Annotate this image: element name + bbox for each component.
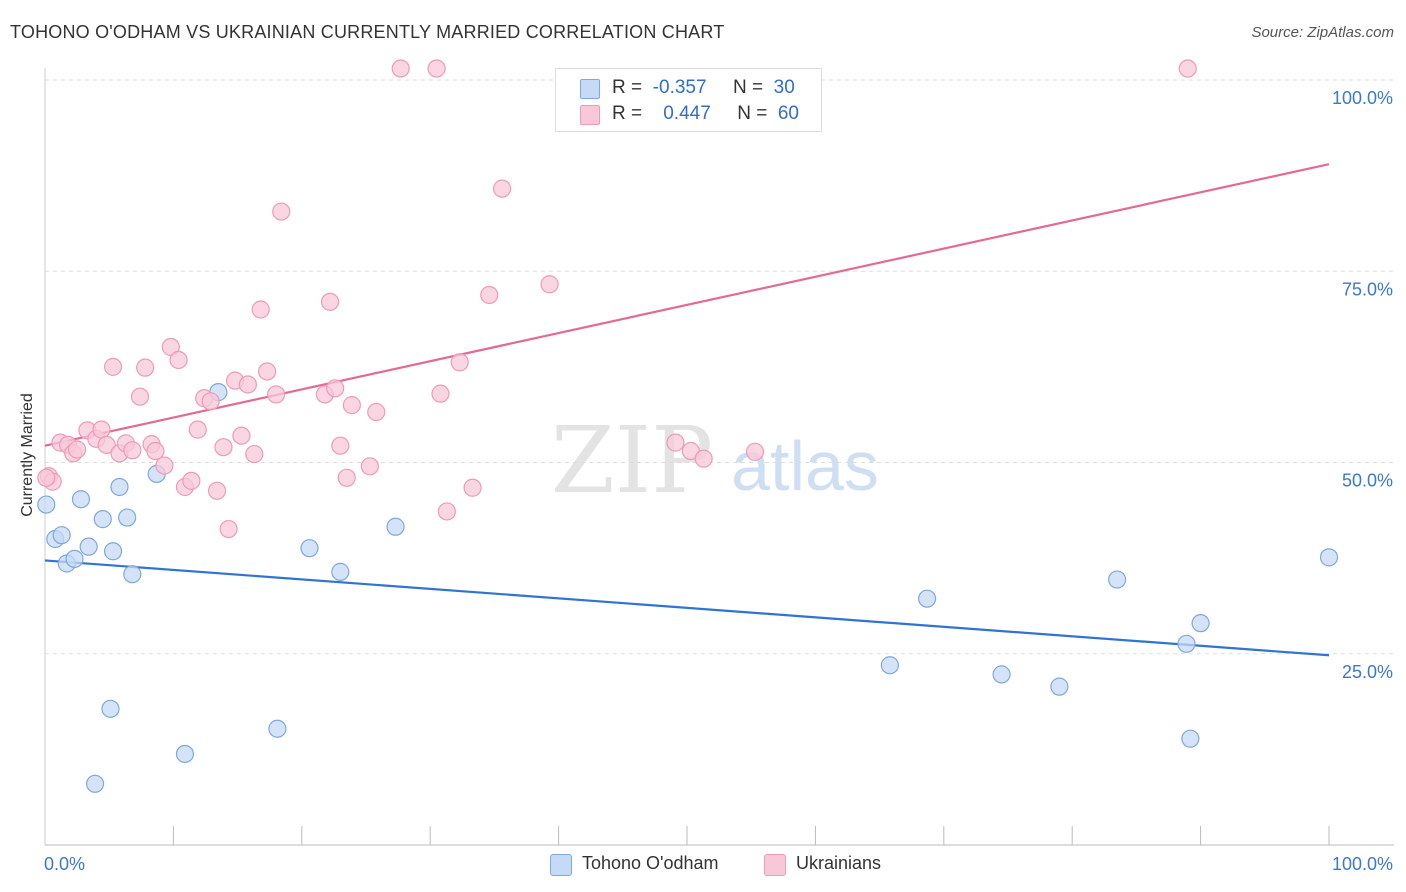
point-ukrainians	[103, 357, 123, 376]
y-tick-label: 100.0%	[1332, 88, 1393, 108]
point-tohono	[79, 537, 98, 556]
point-tohono	[175, 744, 195, 764]
point-tohono	[85, 774, 105, 793]
point-tohono	[93, 510, 112, 529]
point-ukrainians	[391, 59, 410, 78]
point-ukrainians	[232, 426, 251, 445]
point-tohono	[65, 549, 84, 568]
point-tohono	[37, 495, 56, 514]
point-ukrainians	[493, 179, 512, 198]
point-ukrainians	[207, 481, 227, 500]
chart-title: TOHONO O'ODHAM VS UKRAINIAN CURRENTLY MA…	[10, 22, 725, 42]
point-ukrainians	[201, 392, 220, 411]
point-ukrainians	[67, 440, 87, 459]
point-tohono	[103, 542, 123, 561]
grid	[45, 79, 1394, 655]
point-tohono	[386, 517, 405, 536]
point-tohono	[331, 562, 350, 581]
x-tick-label-max: 100.0%	[1332, 854, 1393, 874]
legend-stats-ukrainians: R = 0.447 N = 60	[612, 103, 799, 124]
point-tohono	[1177, 634, 1196, 653]
point-ukrainians	[450, 353, 469, 372]
point-ukrainians	[130, 387, 150, 406]
point-ukrainians	[169, 350, 188, 370]
point-ukrainians	[666, 433, 685, 452]
point-ukrainians	[258, 362, 277, 381]
point-ukrainians	[326, 379, 345, 398]
correlation-legend: R = -0.357 N = 30 R = 0.447 N = 60	[555, 68, 822, 132]
point-tohono	[1191, 614, 1210, 633]
point-ukrainians	[238, 375, 257, 394]
trend-line-ukrainians	[44, 163, 1330, 447]
point-ukrainians	[155, 456, 174, 475]
point-ukrainians	[182, 471, 201, 490]
point-tohono	[1319, 548, 1339, 567]
point-ukrainians	[214, 438, 233, 457]
y-tick-label: 50.0%	[1342, 471, 1393, 491]
watermark: ZIP atlas	[551, 407, 879, 514]
point-tohono	[118, 508, 137, 527]
point-ukrainians	[427, 59, 446, 78]
legend-swatch-pink	[580, 105, 600, 125]
point-tohono	[268, 719, 287, 738]
point-ukrainians	[123, 441, 142, 460]
y-tick-label: 25.0%	[1342, 662, 1393, 682]
point-ukrainians	[331, 436, 350, 455]
point-ukrainians	[219, 519, 238, 539]
point-ukrainians	[1178, 59, 1197, 78]
point-ukrainians	[37, 468, 56, 487]
point-tohono	[110, 477, 129, 497]
point-ukrainians	[272, 202, 291, 221]
legend-stats-tohono: R = -0.357 N = 30	[612, 77, 795, 98]
point-tohono	[1181, 729, 1200, 748]
point-tohono	[1108, 570, 1127, 589]
point-ukrainians	[463, 478, 482, 497]
point-ukrainians	[431, 384, 450, 403]
watermark-zip: ZIP	[551, 407, 713, 514]
point-ukrainians	[745, 442, 765, 461]
trend-lines	[44, 163, 1330, 657]
data-points	[37, 59, 1339, 793]
point-ukrainians	[694, 449, 713, 468]
y-tick-label: 75.0%	[1342, 279, 1393, 299]
point-ukrainians	[136, 358, 155, 377]
point-tohono	[101, 699, 120, 718]
point-ukrainians	[337, 468, 356, 487]
point-ukrainians	[188, 420, 207, 439]
point-ukrainians	[540, 275, 559, 294]
point-tohono	[992, 665, 1011, 684]
point-tohono	[300, 539, 319, 558]
point-tohono	[880, 656, 899, 675]
x-tick-label-min: 0.0%	[44, 854, 85, 874]
trend-line-tohono	[44, 559, 1330, 657]
point-tohono	[123, 565, 142, 584]
point-tohono	[71, 490, 91, 509]
source-credit: Source: ZipAtlas.com	[1251, 24, 1394, 41]
point-ukrainians	[360, 457, 379, 476]
legend-swatch-tohono	[550, 854, 572, 876]
point-ukrainians	[342, 396, 361, 415]
point-tohono	[1050, 677, 1069, 696]
watermark-atlas: atlas	[731, 427, 879, 505]
point-ukrainians	[245, 444, 264, 464]
tick-labels: 25.0% 50.0% 75.0% 100.0% 0.0% 100.0%	[44, 88, 1393, 874]
point-ukrainians	[97, 435, 116, 455]
point-ukrainians	[146, 441, 165, 461]
point-ukrainians	[267, 385, 286, 404]
point-ukrainians	[367, 402, 386, 422]
point-tohono	[52, 526, 71, 545]
axes	[44, 68, 1394, 846]
point-tohono	[918, 589, 937, 608]
legend-swatch-ukrainians	[764, 854, 786, 876]
point-ukrainians	[320, 292, 340, 311]
point-ukrainians	[437, 502, 456, 521]
point-ukrainians	[251, 300, 270, 319]
legend-swatch-blue	[580, 79, 600, 99]
point-ukrainians	[480, 285, 499, 305]
point-ukrainians	[92, 420, 111, 439]
